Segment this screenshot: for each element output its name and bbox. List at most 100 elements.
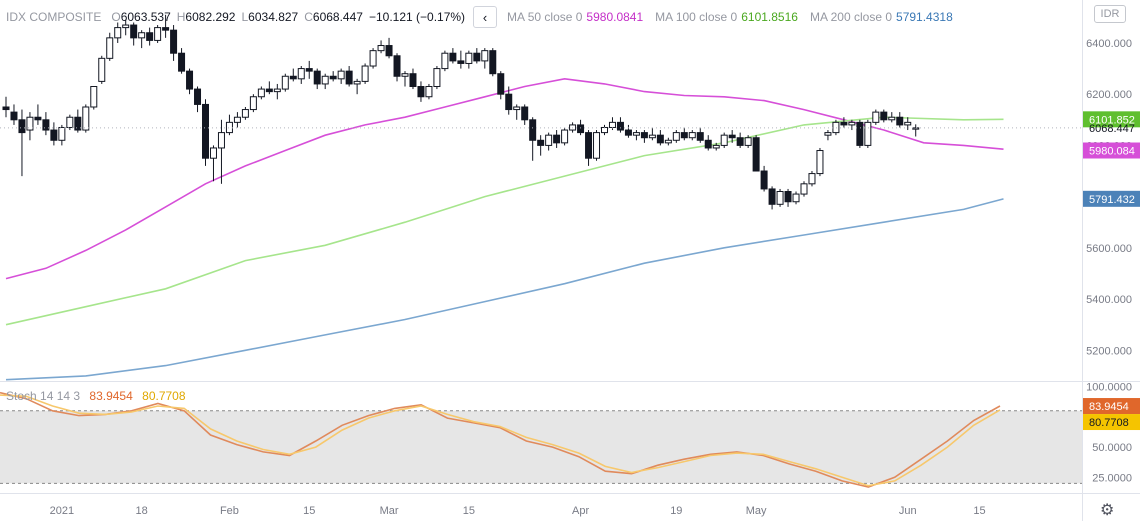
candle (840, 117, 848, 128)
candle-body (449, 52, 457, 62)
candle-body (537, 139, 545, 146)
candle (425, 83, 433, 100)
candle-body (704, 139, 712, 149)
collapse-legend-button[interactable]: ‹ (473, 6, 498, 28)
candle (720, 132, 728, 148)
candle-body (824, 132, 832, 136)
candle (760, 165, 768, 192)
stoch-d-line (0, 394, 1001, 487)
candle (225, 114, 233, 136)
candle (489, 48, 497, 77)
candle-body (616, 121, 624, 131)
stoch-label: Stoch 14 14 3 (6, 389, 81, 403)
candle-body (593, 132, 601, 159)
ma200-value: 5791.4318 (896, 10, 953, 24)
symbol-name: IDX COMPOSITE (6, 10, 102, 24)
candle-body (401, 73, 409, 77)
candle-body (888, 116, 896, 121)
candle-body (648, 134, 656, 139)
candle-body (577, 124, 585, 134)
open-label: O (111, 10, 121, 24)
candle (26, 112, 34, 141)
candle (848, 119, 856, 131)
stoch-tick-label: 25.0000 (1092, 472, 1132, 484)
main-legend: IDX COMPOSITE O 6063.537 H 6082.292 L 6034.… (6, 6, 959, 28)
price-tick-label: 6200.000 (1086, 89, 1132, 101)
candle-body (66, 116, 74, 128)
candle (808, 171, 816, 187)
candle (58, 124, 66, 146)
candle (688, 130, 696, 141)
candle-body (720, 134, 728, 146)
candle (337, 68, 345, 84)
stoch-tick-label: 100.0000 (1086, 382, 1132, 394)
gear-icon[interactable]: ⚙ (1100, 502, 1115, 519)
candle-body (497, 73, 505, 95)
candle (728, 130, 736, 143)
candle (217, 119, 225, 184)
candle (640, 130, 648, 143)
candle (297, 66, 305, 84)
candle (98, 55, 106, 84)
stoch-k-value: 83.9454 (89, 389, 133, 403)
time-tick-label: Apr (572, 505, 589, 517)
candle-body (832, 121, 840, 134)
candle-body (289, 75, 297, 80)
candle (704, 135, 712, 151)
candle (752, 135, 760, 172)
ma-line-0 (5, 77, 1004, 280)
candle-body (265, 88, 273, 93)
candle-body (50, 129, 58, 141)
candle-body (904, 121, 912, 126)
candle-body (297, 68, 305, 80)
candle (273, 83, 281, 100)
candle (832, 119, 840, 136)
candle-body (154, 27, 162, 41)
candle-body (225, 121, 233, 134)
candle-body (194, 88, 202, 105)
currency-button[interactable]: IDR (1094, 5, 1126, 23)
candle-body (58, 126, 66, 141)
candle (624, 124, 632, 138)
candle-body (752, 137, 760, 172)
stoch-tick-label: 50.0000 (1092, 442, 1132, 454)
candle-body (82, 106, 90, 131)
candle-body (417, 86, 425, 98)
candle-body (816, 150, 824, 175)
candle-body (561, 129, 569, 144)
candle (505, 86, 513, 115)
candle (601, 124, 608, 136)
candle (18, 109, 26, 177)
candle (457, 50, 465, 69)
candle-body (170, 29, 178, 54)
candle-body (385, 45, 393, 57)
candle (553, 130, 561, 148)
candle-body (912, 127, 920, 130)
candle (233, 112, 241, 128)
candle-body (74, 116, 82, 131)
candle-body (608, 121, 616, 128)
candle-body (2, 106, 10, 111)
candle-body (393, 55, 401, 77)
candle-body (792, 193, 800, 203)
price-label: 6068.447 (1089, 123, 1135, 135)
candle (904, 117, 912, 131)
candle-body (521, 106, 529, 121)
candle-body (481, 50, 489, 62)
ma50-label: MA 50 close 0 (507, 10, 583, 24)
candle (345, 66, 353, 87)
candle (585, 130, 593, 166)
candle (816, 147, 824, 177)
candle (66, 114, 74, 131)
candle-body (249, 96, 257, 111)
close-value: 6068.447 (312, 10, 363, 24)
candle (736, 132, 744, 148)
candle (529, 117, 537, 161)
candle-body (233, 116, 241, 123)
candle (2, 96, 10, 118)
candle (792, 191, 800, 205)
candle (329, 71, 337, 82)
candle (872, 109, 880, 125)
candle (784, 188, 792, 207)
